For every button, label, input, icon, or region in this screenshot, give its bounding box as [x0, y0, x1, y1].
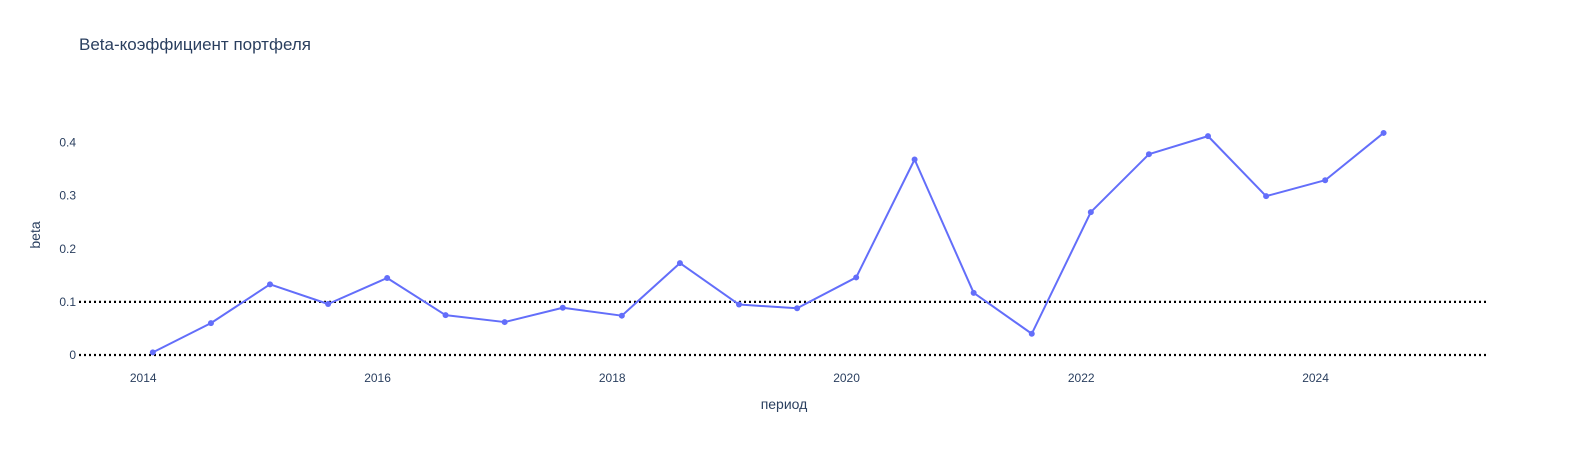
y-tick-label: 0.4	[59, 136, 76, 150]
data-point[interactable]	[1028, 330, 1035, 337]
x-tick-label: 2024	[1302, 371, 1329, 385]
data-point[interactable]	[325, 301, 332, 307]
series-line	[152, 132, 1385, 354]
y-tick-label: 0.2	[59, 242, 76, 256]
y-tick-label: 0	[69, 348, 76, 362]
x-tick-label: 2020	[833, 371, 860, 385]
data-point[interactable]	[207, 320, 214, 327]
data-point[interactable]	[559, 304, 566, 311]
y-tick-label: 0.1	[59, 295, 76, 309]
data-point[interactable]	[442, 312, 449, 319]
data-point[interactable]	[618, 312, 625, 319]
data-point[interactable]	[1205, 133, 1212, 140]
y-tick-label: 0.3	[59, 189, 76, 203]
data-point[interactable]	[384, 274, 391, 281]
data-point[interactable]	[501, 319, 508, 326]
data-point[interactable]	[970, 289, 977, 296]
data-point[interactable]	[736, 301, 743, 308]
x-tick-label: 2016	[364, 371, 391, 385]
data-point[interactable]	[911, 156, 918, 163]
x-axis-label: период	[761, 396, 808, 412]
data-point[interactable]	[267, 281, 274, 288]
x-tick-label: 2014	[130, 371, 157, 385]
data-point[interactable]	[149, 349, 156, 356]
data-point[interactable]	[1322, 177, 1329, 184]
data-point[interactable]	[794, 305, 801, 312]
data-point[interactable]	[1380, 129, 1387, 136]
chart-title: Beta-коэффициент портфеля	[79, 35, 311, 54]
data-point[interactable]	[853, 274, 860, 281]
data-point[interactable]	[1087, 209, 1094, 216]
y-axis-label: beta	[27, 221, 43, 248]
data-point[interactable]	[1145, 151, 1152, 158]
x-tick-label: 2022	[1068, 371, 1095, 385]
data-point[interactable]	[676, 260, 683, 267]
plot-area: 0 0.1 0.2 0.3 0.4 2014 2016 2018 2020 2022 2024	[59, 129, 1486, 385]
x-tick-label: 2018	[599, 371, 626, 385]
data-point[interactable]	[1263, 193, 1270, 200]
